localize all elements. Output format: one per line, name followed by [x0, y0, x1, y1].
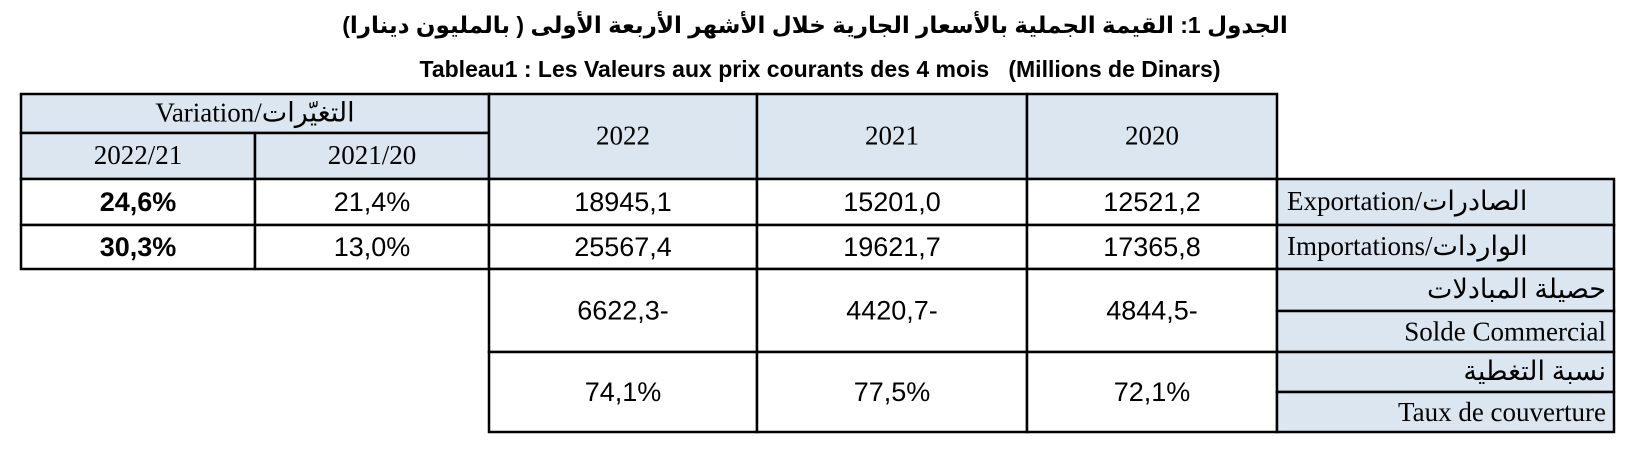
cell-text: 18945,1	[574, 187, 672, 217]
cell-text: 2021	[865, 121, 919, 151]
cell-text: 24,6%	[100, 187, 177, 217]
cell-text: 30,3%	[100, 232, 177, 262]
cell	[487, 267, 759, 354]
cell-text: 74,1%	[585, 377, 662, 407]
cell-text: Importations/الواردات	[1287, 231, 1528, 262]
cell-text: نسبة التغطية	[1463, 356, 1606, 386]
cell	[1025, 267, 1279, 354]
cell-text: 19621,7	[843, 232, 941, 262]
cell-text: 72,1%	[1114, 377, 1191, 407]
cell	[1275, 177, 1616, 227]
cell-text: 2020	[1125, 121, 1179, 151]
cell	[19, 131, 257, 181]
cell	[253, 177, 491, 227]
cell-text: 13,0%	[334, 232, 411, 262]
cell-text: Solde Commercial	[1404, 317, 1606, 347]
cell-text: 21,4%	[334, 187, 411, 217]
cell	[755, 223, 1029, 271]
cell	[1275, 223, 1616, 271]
cell-text: 2021/20	[328, 140, 417, 170]
cell	[755, 267, 1029, 354]
cell-text: 15201,0	[843, 187, 941, 217]
cell	[253, 223, 491, 271]
title-arabic: الجدول 1: القيمة الجملية بالأسعار الجاري…	[342, 10, 1288, 39]
cell	[755, 177, 1029, 227]
cell-text: 25567,4	[574, 232, 672, 262]
cell	[1275, 267, 1616, 313]
cell	[1275, 350, 1616, 394]
cell	[19, 223, 257, 271]
cell-text: Exportation/الصادرات	[1287, 186, 1527, 217]
cell-text: 2022/21	[94, 140, 183, 170]
cell	[1025, 92, 1279, 181]
cell-text: 4420,7-	[846, 296, 938, 326]
cell	[1275, 309, 1616, 354]
cell-text: 6622,3-	[577, 296, 669, 326]
cell-text: Taux de couverture	[1398, 397, 1606, 427]
cell-text: 12521,2	[1103, 187, 1201, 217]
cell-text: 77,5%	[854, 377, 931, 407]
cell	[1275, 390, 1616, 434]
cell	[19, 92, 491, 135]
cell	[1025, 223, 1279, 271]
cell-text: 4844,5-	[1106, 296, 1198, 326]
cell-text: 17365,8	[1103, 232, 1201, 262]
title-french: Tableau1 : Les Valeurs aux prix courants…	[420, 56, 1221, 82]
cell-text: 2022	[596, 121, 650, 151]
cell-text: حصيلة المبادلات	[1427, 274, 1606, 304]
cell-text: Variation/التغيّرات	[155, 98, 354, 129]
cell	[755, 350, 1029, 434]
table: Variation/التغيّرات 2022/21 2021/20 2022 202…	[19, 92, 1616, 434]
